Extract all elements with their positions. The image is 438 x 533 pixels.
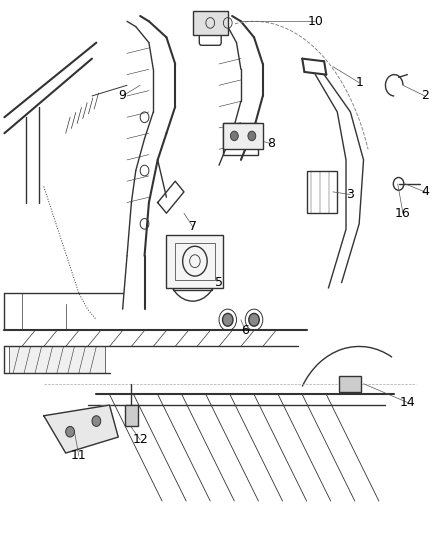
Text: 11: 11 [71, 449, 87, 462]
Bar [307, 171, 337, 213]
Bar [223, 123, 258, 155]
Circle shape [230, 131, 238, 141]
Text: 16: 16 [395, 207, 411, 220]
Text: 7: 7 [189, 220, 197, 233]
Text: 6: 6 [241, 324, 249, 337]
Bar [166, 235, 223, 288]
Circle shape [248, 131, 256, 141]
Text: 4: 4 [421, 185, 429, 198]
Circle shape [92, 416, 101, 426]
Text: 14: 14 [399, 396, 415, 409]
Bar [339, 376, 361, 392]
Bar [173, 253, 212, 290]
Polygon shape [44, 405, 118, 453]
Circle shape [250, 139, 258, 149]
Circle shape [232, 139, 241, 149]
Text: 2: 2 [421, 90, 429, 102]
Text: 12: 12 [132, 433, 148, 446]
Text: 3: 3 [346, 188, 354, 201]
Text: 9: 9 [119, 90, 127, 102]
Circle shape [66, 426, 74, 437]
Text: 1: 1 [355, 76, 363, 89]
Circle shape [249, 313, 259, 326]
Text: 10: 10 [307, 15, 323, 28]
Bar [175, 243, 215, 280]
Bar [193, 11, 228, 35]
Bar [9, 346, 105, 373]
Text: 5: 5 [215, 276, 223, 289]
Bar [125, 405, 138, 426]
Text: 8: 8 [268, 138, 276, 150]
Bar [223, 123, 263, 149]
Circle shape [223, 313, 233, 326]
